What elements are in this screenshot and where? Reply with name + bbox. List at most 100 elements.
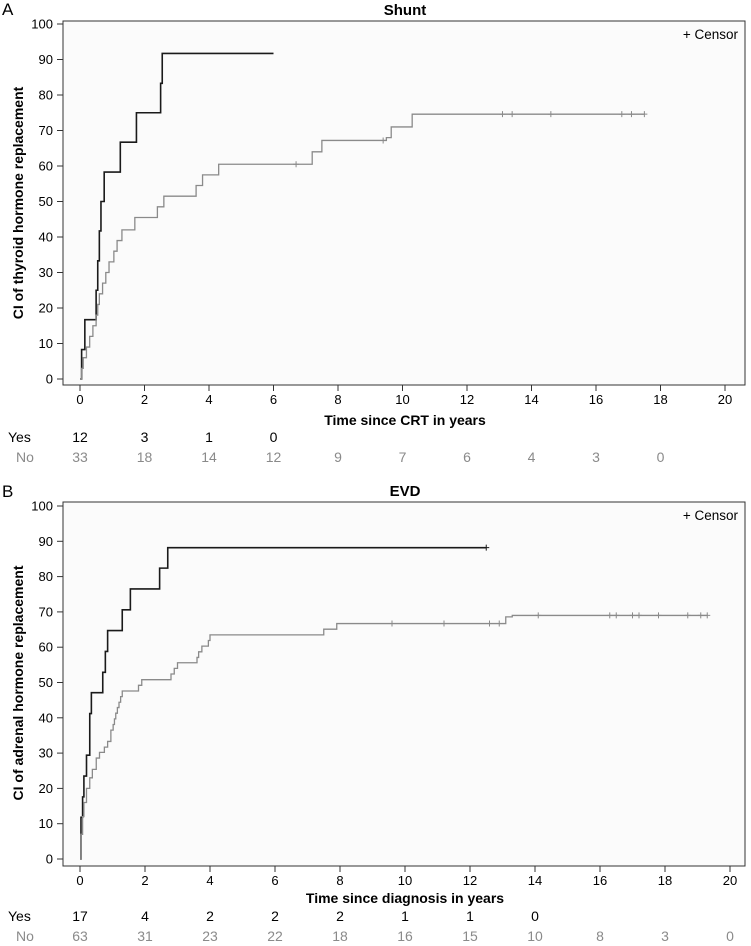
x-tick-label: 8 — [334, 392, 341, 407]
risk-count-yes: 17 — [72, 908, 88, 924]
risk-count-yes: 1 — [401, 908, 409, 924]
risk-count-yes: 1 — [205, 429, 213, 445]
censor-mark-no — [380, 137, 387, 144]
risk-count-no: 18 — [332, 928, 348, 944]
y-tick-label: 20 — [39, 301, 53, 316]
x-tick-label: 18 — [653, 392, 667, 407]
y-tick-label: 60 — [39, 640, 53, 655]
series-line-no — [80, 113, 645, 380]
risk-count-yes: 2 — [206, 908, 214, 924]
x-tick-label: 2 — [141, 873, 148, 888]
risk-count-no: 16 — [397, 928, 413, 944]
panel-a-y-axis-label: CI of thyroid hormone replacement — [10, 86, 26, 319]
panel-a-letter: A — [2, 0, 14, 19]
x-tick-label: 4 — [206, 873, 213, 888]
risk-count-no: 14 — [201, 449, 217, 465]
risk-count-no: 4 — [528, 449, 536, 465]
panel-a-legend: + Censor — [683, 27, 739, 42]
censor-mark-no — [704, 612, 711, 619]
panel-b-x-axis-label: Time since diagnosis in years — [306, 890, 504, 906]
panel-b-letter: B — [2, 482, 13, 501]
risk-count-yes: 0 — [270, 429, 278, 445]
y-tick-label: 90 — [39, 534, 53, 549]
panel-a-axes: 0 10 20 30 40 50 60 70 80 90 100 0 2 4 6 8 10 12 14 16 18 20 — [31, 17, 732, 408]
censor-mark-no — [655, 612, 662, 619]
panel-a-risk-label-yes: Yes — [8, 429, 31, 445]
censor-mark-no — [547, 111, 554, 118]
risk-count-no: 8 — [596, 928, 604, 944]
panel-b-axes: 0 10 20 30 40 50 60 70 80 90 100 0 2 4 6 8 10 12 14 16 18 20 — [31, 499, 737, 889]
censor-mark-no — [606, 612, 613, 619]
x-tick-label: 14 — [524, 392, 538, 407]
censor-mark-no — [509, 111, 516, 118]
x-tick-label: 6 — [271, 873, 278, 888]
panel-b-series — [80, 544, 711, 860]
censor-mark-no — [499, 111, 506, 118]
panel-a-series — [80, 52, 648, 380]
y-tick-label: 60 — [39, 159, 53, 174]
risk-count-no: 7 — [399, 449, 407, 465]
x-tick-label: 20 — [718, 392, 732, 407]
censor-mark-no — [441, 620, 447, 627]
censor-mark-no — [293, 161, 300, 168]
risk-count-no: 0 — [726, 928, 734, 944]
risk-count-no: 23 — [202, 928, 218, 944]
y-tick-label: 30 — [39, 746, 53, 761]
x-tick-label: 18 — [658, 873, 672, 888]
panel-a-risk-table: 12 3 1 0 33 18 14 12 9 7 6 4 3 0 — [72, 429, 664, 465]
x-tick-label: 8 — [336, 873, 343, 888]
x-tick-label: 0 — [76, 392, 83, 407]
risk-count-no: 12 — [266, 449, 282, 465]
panel-b-risk-table: 17 4 2 2 2 1 1 063 31 23 22 18 16 15 10 8 3 0 — [72, 908, 734, 944]
risk-count-no: 18 — [137, 449, 153, 465]
panel-a-plot-area — [62, 20, 746, 386]
panel-b-y-axis-label: CI of adrenal hormone replacement — [10, 565, 26, 800]
risk-count-no: 0 — [657, 449, 665, 465]
censor-mark-no — [613, 612, 620, 619]
risk-count-yes: 0 — [531, 908, 539, 924]
risk-count-no: 33 — [72, 449, 88, 465]
x-tick-label: 14 — [528, 873, 542, 888]
censor-mark-no — [641, 111, 648, 118]
risk-count-no: 22 — [267, 928, 283, 944]
censor-mark-no — [618, 111, 625, 118]
risk-count-yes: 12 — [72, 429, 88, 445]
series-line-yes — [80, 546, 487, 860]
y-tick-label: 0 — [46, 372, 53, 387]
y-tick-label: 100 — [31, 17, 53, 32]
x-tick-label: 6 — [270, 392, 277, 407]
x-tick-label: 16 — [593, 873, 607, 888]
panel-a-risk-label-no: No — [16, 449, 34, 465]
y-tick-label: 0 — [46, 852, 53, 867]
censor-mark-no — [629, 612, 636, 619]
x-tick-label: 10 — [398, 873, 412, 888]
censor-mark-no — [636, 612, 642, 619]
risk-count-no: 63 — [72, 928, 88, 944]
y-tick-label: 50 — [39, 675, 53, 690]
censor-mark-no — [496, 620, 503, 627]
panel-a: A Shunt + Censor CI of thyroid hormone r… — [2, 0, 746, 465]
panel-b-risk-label-no: No — [16, 928, 34, 944]
panel-a-title: Shunt — [384, 2, 427, 19]
panel-b-plot-area — [62, 501, 746, 867]
y-tick-label: 70 — [39, 604, 53, 619]
x-tick-label: 12 — [463, 873, 477, 888]
risk-count-yes: 3 — [141, 429, 149, 445]
y-tick-label: 90 — [39, 52, 53, 67]
panel-b: B EVD + Censor CI of adrenal hormone rep… — [2, 482, 746, 944]
panel-a-x-axis-label: Time since CRT in years — [324, 412, 486, 428]
censor-mark-yes — [483, 544, 490, 551]
x-tick-label: 4 — [205, 392, 212, 407]
x-tick-label: 0 — [76, 873, 83, 888]
panel-b-legend: + Censor — [683, 508, 739, 523]
risk-count-no: 9 — [334, 449, 342, 465]
risk-count-yes: 2 — [271, 908, 279, 924]
y-tick-label: 80 — [39, 569, 53, 584]
risk-count-yes: 4 — [141, 908, 149, 924]
series-line-no — [80, 614, 708, 860]
risk-count-no: 6 — [463, 449, 471, 465]
panel-b-risk-label-yes: Yes — [8, 908, 31, 924]
risk-count-no: 31 — [137, 928, 153, 944]
x-tick-label: 10 — [395, 392, 409, 407]
